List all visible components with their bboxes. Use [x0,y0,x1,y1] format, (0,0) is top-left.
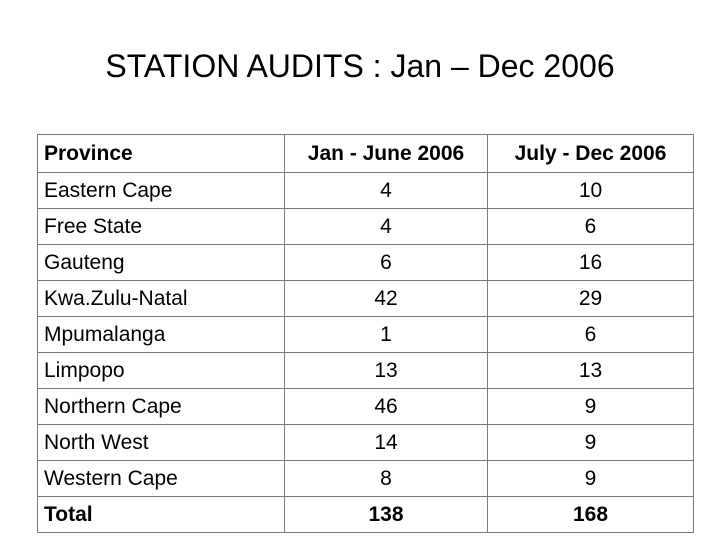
total-label: Total [37,496,285,533]
province-cell: North West [37,424,285,461]
province-cell: Gauteng [37,244,285,281]
jan-june-cell: 8 [284,460,488,497]
header-july-dec: July - Dec 2006 [487,134,694,173]
jan-june-cell: 1 [284,316,488,353]
jan-june-cell: 14 [284,424,488,461]
province-cell: Eastern Cape [37,172,285,209]
table-row: Limpopo 13 13 [37,352,694,389]
header-jan-june: Jan - June 2006 [284,134,488,173]
page-title: STATION AUDITS : Jan – Dec 2006 [105,48,615,84]
jan-june-cell: 42 [284,280,488,317]
province-cell: Mpumalanga [37,316,285,353]
jan-june-cell: 6 [284,244,488,281]
july-dec-cell: 9 [487,460,694,497]
province-cell: Limpopo [37,352,285,389]
july-dec-cell: 9 [487,424,694,461]
table-row: North West 14 9 [37,424,694,461]
header-province: Province [37,134,285,173]
july-dec-cell: 16 [487,244,694,281]
jan-june-cell: 46 [284,388,488,425]
table-row: Eastern Cape 4 10 [37,172,694,209]
province-cell: Free State [37,208,285,245]
july-dec-cell: 6 [487,316,694,353]
total-july-dec: 168 [487,496,694,533]
table-row: Western Cape 8 9 [37,460,694,497]
province-cell: Western Cape [37,460,285,497]
header-row: Province Jan - June 2006 July - Dec 2006 [37,134,694,173]
july-dec-cell: 10 [487,172,694,209]
table-row: Free State 4 6 [37,208,694,245]
july-dec-cell: 13 [487,352,694,389]
table-row: Mpumalanga 1 6 [37,316,694,353]
total-jan-june: 138 [284,496,488,533]
table-row: Gauteng 6 16 [37,244,694,281]
july-dec-cell: 6 [487,208,694,245]
table-row: Kwa.Zulu-Natal 42 29 [37,280,694,317]
province-cell: Kwa.Zulu-Natal [37,280,285,317]
total-row: Total 138 168 [37,496,694,533]
province-cell: Northern Cape [37,388,285,425]
jan-june-cell: 4 [284,172,488,209]
july-dec-cell: 9 [487,388,694,425]
jan-june-cell: 4 [284,208,488,245]
audit-table: Province Jan - June 2006 July - Dec 2006… [37,134,694,533]
jan-june-cell: 13 [284,352,488,389]
july-dec-cell: 29 [487,280,694,317]
table-row: Northern Cape 46 9 [37,388,694,425]
